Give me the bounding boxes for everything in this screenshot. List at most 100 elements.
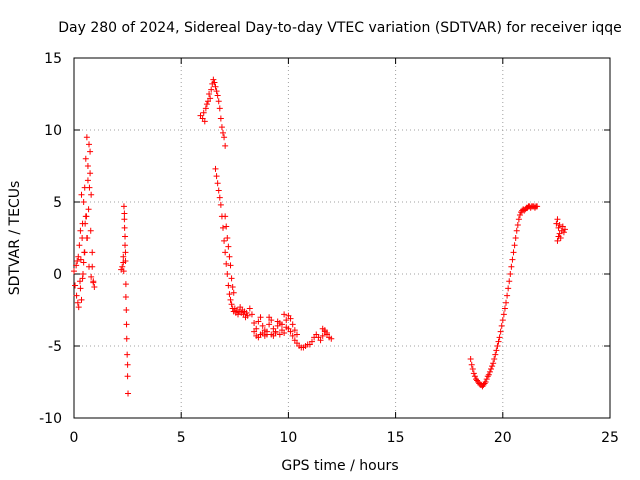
data-point [200,109,207,116]
data-point [80,259,87,266]
data-point [507,271,514,277]
data-point [207,95,214,102]
data-point [210,76,217,83]
data-point [82,220,89,227]
data-point [120,268,127,275]
data-point [222,249,229,256]
axis-ticks: 0 5 10 15 20 25 -10 -5 0 5 10 15 [39,51,619,446]
data-point [77,285,84,292]
data-point [203,101,210,108]
data-point [214,180,221,187]
y-tick-label: 5 [53,195,62,211]
data-point [561,226,568,233]
data-point [308,338,315,345]
data-point [467,355,474,362]
y-tick-label: 0 [53,267,62,283]
data-point [246,305,253,312]
data-point [91,283,98,290]
data-point [122,242,129,249]
data-point [124,373,131,380]
data-point [293,331,300,338]
data-point [486,368,493,375]
data-point [77,227,84,234]
data-point [510,249,517,256]
data-point [471,373,478,380]
data-point [227,262,234,269]
data-point [122,249,129,256]
data-point [505,285,512,292]
data-point [248,311,255,318]
data-point [283,317,290,324]
data-point [488,366,495,373]
data-point [222,142,229,149]
data-point [78,296,85,303]
data-point [470,370,477,377]
data-points [71,76,568,397]
data-point [87,227,94,234]
data-point [75,253,82,260]
data-point [289,321,296,328]
data-point [287,328,294,335]
data-point [75,304,82,311]
data-point [71,268,77,275]
data-point [202,105,209,112]
data-point [123,321,130,328]
data-point [272,330,279,337]
plot-frame [73,57,611,419]
data-point [554,216,561,223]
data-point [220,129,227,136]
data-point [230,289,237,296]
data-point [496,334,503,341]
data-point [468,361,475,368]
data-point [500,311,507,318]
x-tick-label: 0 [70,430,79,446]
data-point [251,328,258,335]
data-point [504,292,511,299]
data-point [244,312,251,319]
data-point [489,363,496,370]
data-point [220,224,227,231]
data-point [78,191,85,198]
data-point [118,266,125,273]
data-point [76,242,83,249]
data-point [560,229,567,236]
data-point [481,380,488,387]
data-point [317,337,324,344]
data-point [74,258,81,265]
x-tick-label: 20 [494,430,512,446]
data-point [501,305,508,312]
data-point [498,322,505,329]
data-point [243,309,250,316]
data-point [216,105,223,112]
data-point [506,278,513,285]
grid-lines [74,58,610,418]
data-point [83,134,90,141]
data-point [72,282,79,289]
data-point [121,216,128,223]
data-point [86,263,93,270]
data-point [266,314,273,321]
data-point [221,237,228,244]
data-point [90,279,97,286]
data-point [77,278,84,285]
data-point [226,291,233,298]
data-point [213,173,220,180]
data-point [509,256,516,263]
data-point [229,283,236,290]
data-point [214,92,221,99]
data-point [534,203,541,210]
data-point [212,83,219,90]
data-point [124,351,131,358]
data-point [274,318,281,325]
data-point [122,233,129,240]
y-axis-label: SDTVAR / TECUs [7,181,23,296]
data-point [79,275,86,282]
data-point [122,281,129,288]
data-point [87,148,94,155]
data-point [86,141,93,148]
data-point [122,258,129,265]
data-point [211,79,218,86]
data-point [553,220,560,227]
data-point [289,332,296,339]
